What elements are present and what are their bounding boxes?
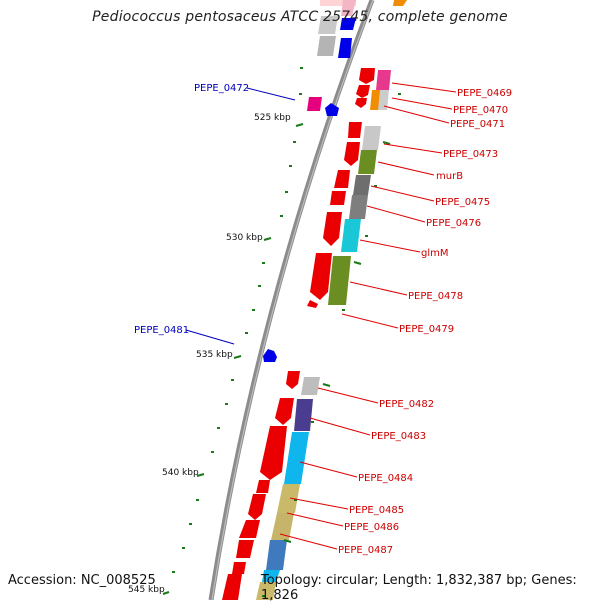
gene-label-PEPE_0473: PEPE_0473 bbox=[443, 149, 498, 160]
genome-stats-text: Topology: circular; Length: 1,832,387 bp… bbox=[261, 573, 577, 603]
tick-label-525: 525 kbp bbox=[254, 113, 291, 123]
gene-label-PEPE_0469: PEPE_0469 bbox=[457, 88, 512, 99]
gene-label-PEPE_0485: PEPE_0485 bbox=[349, 505, 404, 516]
tick-label-545: 545 kbp bbox=[128, 585, 165, 595]
genome-backbone-shade bbox=[211, 0, 374, 600]
gene-label-PEPE_0486: PEPE_0486 bbox=[344, 522, 399, 533]
genome-backbone bbox=[208, 0, 375, 600]
tick-labels: 525 kbp 530 kbp 535 kbp 540 kbp 545 kbp bbox=[128, 113, 291, 595]
reverse-gene-labels: PEPE_0472 PEPE_0481 bbox=[134, 83, 249, 336]
forward-callout-lines bbox=[279, 82, 457, 550]
reverse-cds-PEPE_0472 bbox=[307, 97, 339, 116]
gene-label-murB: murB bbox=[436, 171, 463, 182]
gene-label-glmM: glmM bbox=[421, 248, 449, 259]
map-title: Pediococcus pentosaceus ATCC 25745, comp… bbox=[92, 9, 508, 25]
tick-label-540: 540 kbp bbox=[162, 468, 199, 478]
gene-label-PEPE_0487: PEPE_0487 bbox=[338, 545, 393, 556]
gene-label-PEPE_0482: PEPE_0482 bbox=[379, 399, 434, 410]
gene-label-PEPE_0470: PEPE_0470 bbox=[453, 105, 508, 116]
tick-label-535: 535 kbp bbox=[196, 350, 233, 360]
tick-label-530: 530 kbp bbox=[226, 233, 263, 243]
forward-gene-labels: PEPE_0469 PEPE_0470 PEPE_0471 PEPE_0473 … bbox=[338, 88, 512, 556]
gene-label-PEPE_0478: PEPE_0478 bbox=[408, 291, 463, 302]
gene-top-partial bbox=[317, 0, 407, 58]
gene-label-PEPE_0471: PEPE_0471 bbox=[450, 119, 505, 130]
gene-label-PEPE_0476: PEPE_0476 bbox=[426, 218, 481, 229]
gene-label-PEPE_0479: PEPE_0479 bbox=[399, 324, 454, 335]
forward-cds-column bbox=[222, 68, 375, 600]
gene-label-PEPE_0481: PEPE_0481 bbox=[134, 325, 189, 336]
tick-marks bbox=[162, 67, 401, 597]
accession-text: Accession: NC_008525 bbox=[8, 573, 156, 588]
reverse-callout-lines bbox=[185, 87, 296, 345]
gene-label-PEPE_0475: PEPE_0475 bbox=[435, 197, 490, 208]
reverse-cds-PEPE_0481 bbox=[263, 349, 277, 362]
forward-cds-colored-column bbox=[256, 70, 391, 600]
gene-label-PEPE_0484: PEPE_0484 bbox=[358, 473, 413, 484]
gene-label-PEPE_0472: PEPE_0472 bbox=[194, 83, 249, 94]
gene-label-PEPE_0483: PEPE_0483 bbox=[371, 431, 426, 442]
